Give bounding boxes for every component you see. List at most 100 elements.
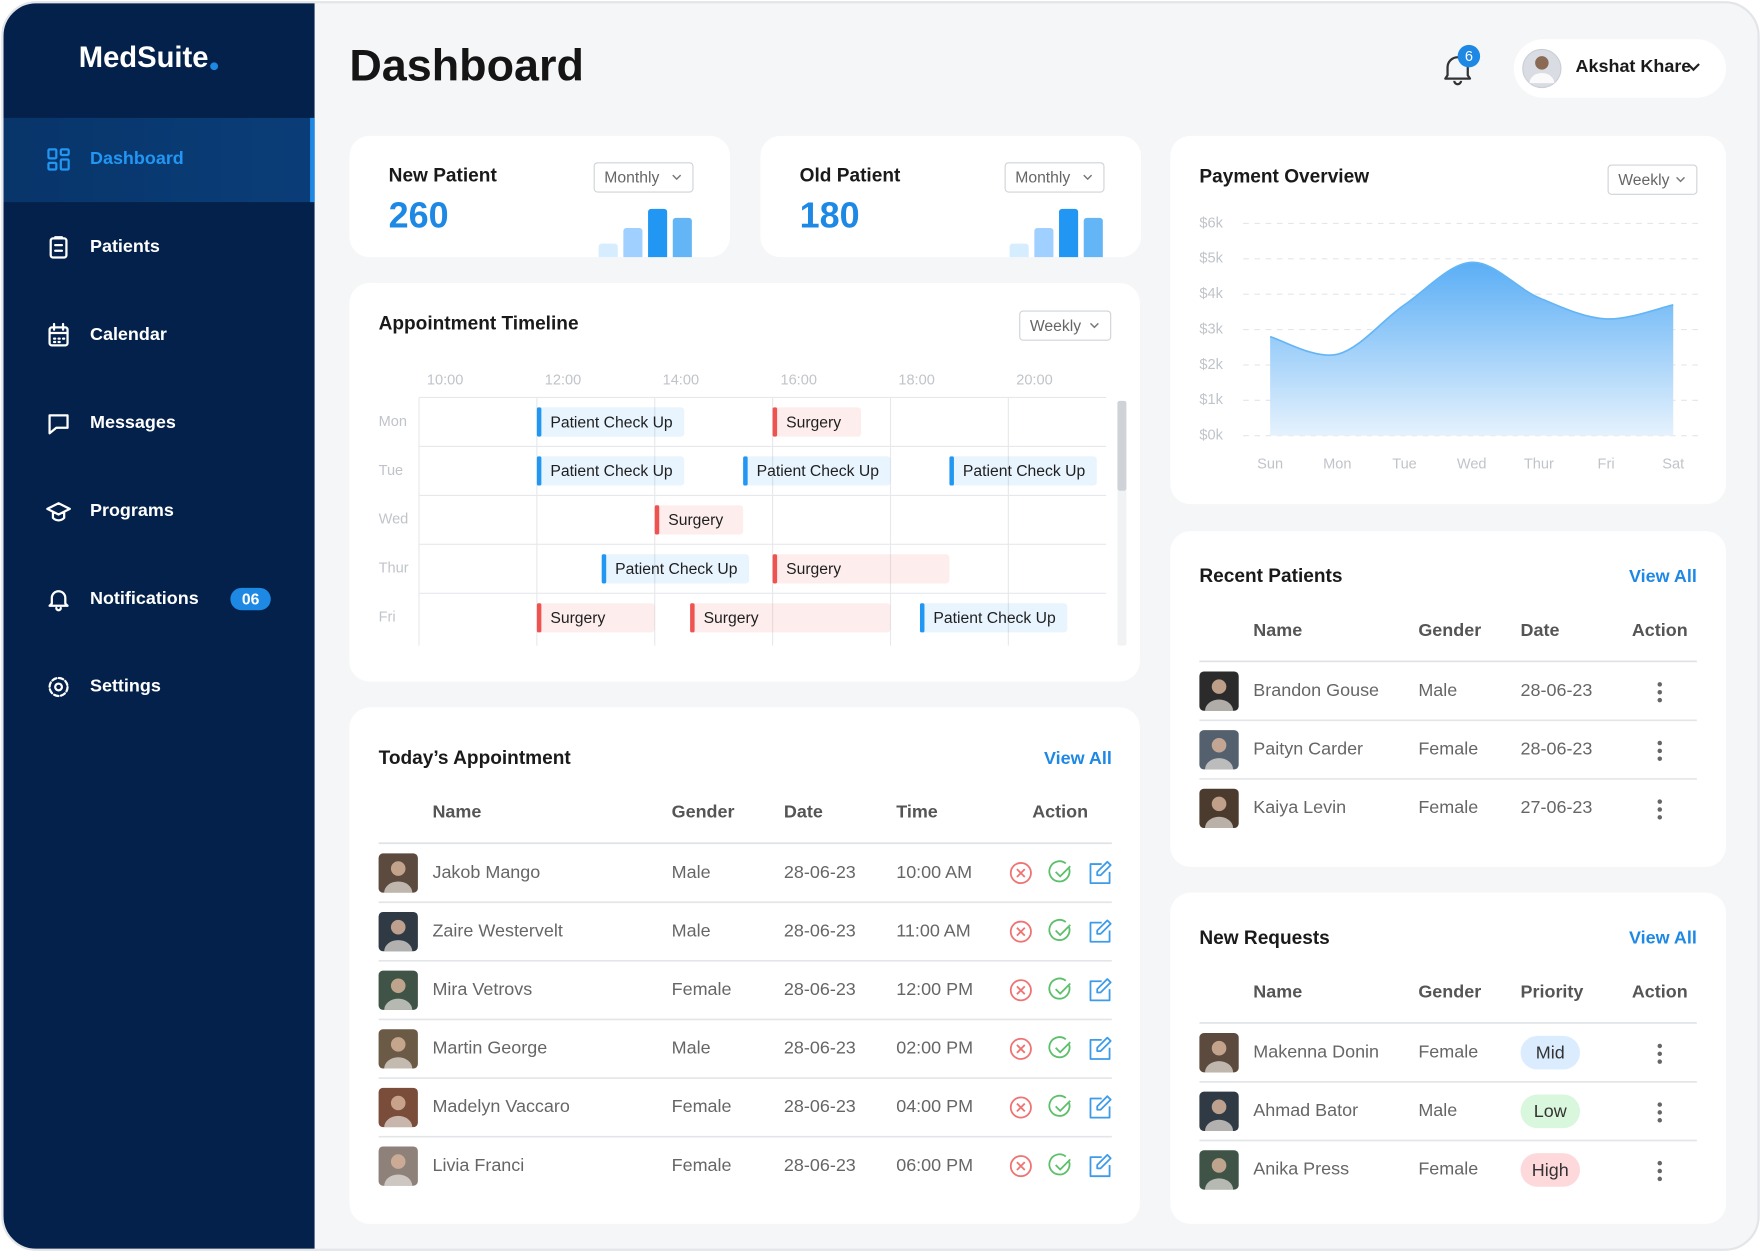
event-label: Surgery <box>786 414 841 431</box>
approve-button[interactable] <box>1048 1153 1071 1176</box>
avatar-body <box>384 998 413 1010</box>
nav-item[interactable]: Dashboard <box>90 148 184 168</box>
y-tick-label: $4k <box>1199 286 1223 302</box>
event-label: Surgery <box>704 610 759 627</box>
cancel-button[interactable] <box>1009 920 1032 943</box>
more-menu-dot[interactable] <box>1657 1176 1663 1182</box>
table-cell: Female <box>1418 1041 1478 1061</box>
timeline-event[interactable] <box>536 456 685 486</box>
avatar-head <box>390 978 406 994</box>
event-label: Patient Check Up <box>963 463 1086 480</box>
cancel-button[interactable] <box>1009 862 1032 885</box>
avatar-body <box>1205 1119 1234 1131</box>
more-menu-dot[interactable] <box>1657 1059 1663 1064</box>
column-header: Gender <box>1418 981 1481 1001</box>
dropdown[interactable] <box>593 162 694 193</box>
timeline-event[interactable] <box>772 554 950 584</box>
table-cell: 11:00 AM <box>896 920 971 940</box>
timeline-event[interactable] <box>601 554 750 584</box>
avatar-body <box>384 1057 413 1069</box>
edit-button[interactable] <box>1089 1095 1112 1119</box>
dropdown[interactable] <box>1607 164 1698 195</box>
nav-item[interactable]: Programs <box>90 500 174 520</box>
approve-button[interactable] <box>1048 1036 1071 1059</box>
avatar-body <box>1205 816 1234 829</box>
icon-part <box>1096 860 1112 877</box>
dropdown[interactable] <box>1004 162 1105 193</box>
nav-item[interactable]: Settings <box>90 676 161 696</box>
icon-part <box>59 158 70 171</box>
more-menu-dot[interactable] <box>1657 697 1663 703</box>
timeline-event[interactable] <box>536 603 655 633</box>
table-cell: Female <box>1418 738 1478 758</box>
more-menu-dot[interactable] <box>1657 807 1663 812</box>
approve-button[interactable] <box>1048 1094 1071 1117</box>
nav-item[interactable]: Notifications <box>90 588 199 608</box>
nav-item[interactable]: Calendar <box>90 324 167 344</box>
dropdown[interactable] <box>1019 310 1112 341</box>
user-menu[interactable] <box>1513 39 1727 98</box>
event-accent <box>536 456 542 486</box>
mini-bar <box>1083 217 1103 258</box>
more-menu-dot[interactable] <box>1657 799 1663 804</box>
priority-badge <box>1520 1094 1581 1129</box>
more-menu-dot[interactable] <box>1657 740 1663 746</box>
more-menu-dot[interactable] <box>1657 1051 1663 1057</box>
dropdown-chevron <box>1089 322 1099 329</box>
timeline-event[interactable] <box>690 603 891 633</box>
approve-button[interactable] <box>1048 977 1071 1000</box>
logo: MedSuite <box>79 42 209 74</box>
nav-item[interactable]: Messages <box>90 412 176 432</box>
dropdown-label: Weekly <box>1030 318 1081 335</box>
avatar-head <box>390 1154 406 1169</box>
row-label: Wed <box>379 512 409 528</box>
event-accent <box>654 505 660 535</box>
icon-part <box>1016 1044 1026 1054</box>
timeline-event[interactable] <box>536 407 685 437</box>
edit-button[interactable] <box>1089 1153 1112 1178</box>
column-header: Action <box>1032 802 1088 822</box>
timeline-event[interactable] <box>919 603 1068 633</box>
timeline-event[interactable] <box>654 505 744 535</box>
timeline-event[interactable] <box>949 456 1097 486</box>
cancel-button[interactable] <box>1009 1155 1032 1178</box>
view-all-link[interactable]: View All <box>1044 748 1112 768</box>
nav-item[interactable]: Patients <box>90 236 160 256</box>
icon-part <box>47 161 58 171</box>
cancel-button[interactable] <box>1009 979 1032 1002</box>
more-menu-dot[interactable] <box>1657 1160 1663 1166</box>
icon-part <box>1016 1161 1026 1171</box>
scroll-thumb[interactable] <box>1117 400 1127 491</box>
more-menu-dot[interactable] <box>1657 682 1663 687</box>
edit-button[interactable] <box>1089 919 1112 943</box>
more-menu-dot[interactable] <box>1657 748 1663 754</box>
user-chevron <box>1687 63 1700 72</box>
edit-button[interactable] <box>1089 978 1112 1002</box>
more-menu-dot[interactable] <box>1657 1043 1663 1049</box>
edit-button[interactable] <box>1089 860 1112 885</box>
more-menu-dot[interactable] <box>1657 1118 1663 1123</box>
timeline-event[interactable] <box>743 456 891 486</box>
more-menu-dot[interactable] <box>1657 1168 1663 1174</box>
timeline-event[interactable] <box>772 407 862 437</box>
more-menu-dot[interactable] <box>1657 1102 1663 1107</box>
cancel-button[interactable] <box>1009 1096 1032 1119</box>
more-menu-dot[interactable] <box>1657 756 1663 761</box>
table-cell: 28-06-23 <box>784 1155 856 1175</box>
more-menu-dot[interactable] <box>1657 690 1663 695</box>
x-tick-label: Sun <box>1257 457 1283 473</box>
x-tick-label: 10:00 <box>427 373 463 389</box>
card-title: Recent Patients <box>1199 566 1342 587</box>
more-menu-dot[interactable] <box>1657 815 1663 820</box>
approve-button[interactable] <box>1048 860 1071 883</box>
table-cell: Livia Franci <box>432 1155 524 1175</box>
more-menu-dot[interactable] <box>1657 1110 1663 1115</box>
event-label: Surgery <box>550 610 605 627</box>
cancel-button[interactable] <box>1009 1037 1032 1060</box>
edit-button[interactable] <box>1089 1036 1112 1060</box>
row-label: Fri <box>379 610 396 626</box>
view-all-link[interactable]: View All <box>1629 927 1697 947</box>
stat-value: 180 <box>800 194 860 235</box>
approve-button[interactable] <box>1048 919 1071 941</box>
view-all-link[interactable]: View All <box>1629 566 1697 586</box>
